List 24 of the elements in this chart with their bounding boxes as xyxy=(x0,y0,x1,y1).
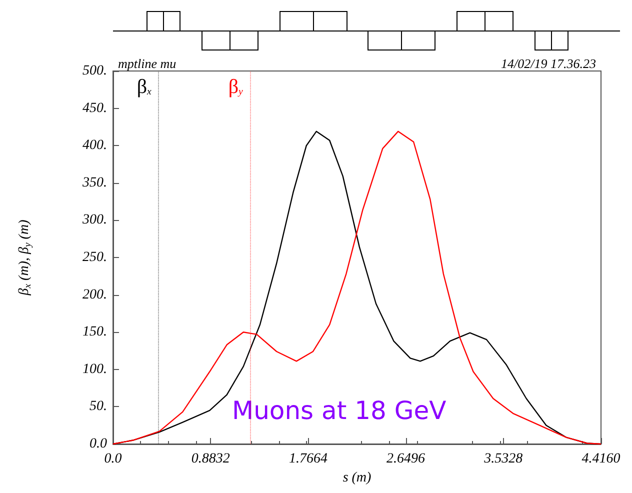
y-tick-label: 200. xyxy=(82,287,107,302)
x-axis-title: s (m) xyxy=(342,470,372,486)
y-tick-label: 400. xyxy=(82,138,107,154)
ref-line-label: βx xyxy=(136,76,152,98)
chart-title: mptline mu xyxy=(118,56,177,71)
x-tick-label: 1.7664 xyxy=(288,452,328,466)
y-tick-label: 500. xyxy=(82,64,107,78)
ref-line-label: βy xyxy=(228,76,244,98)
y-tick-label: 50. xyxy=(90,399,107,414)
y-tick-label: 450. xyxy=(82,100,107,116)
y-tick-label: 150. xyxy=(82,324,107,340)
x-tick-label: 0.8832 xyxy=(191,452,230,466)
annotation: Muons at 18 GeV xyxy=(232,396,446,425)
y-tick-label: 300. xyxy=(82,212,107,228)
y-tick-label: 0.0 xyxy=(90,436,107,452)
x-tick-label: 3.5328 xyxy=(483,452,523,466)
y-axis-title: βx (m), βy (m) xyxy=(17,219,34,296)
x-tick-label: 4.4160 xyxy=(582,452,620,466)
y-tick-label: 100. xyxy=(82,362,107,377)
x-tick-label: 2.6496 xyxy=(386,452,426,466)
y-tick-label: 250. xyxy=(82,250,107,265)
x-tick-label: 0.0 xyxy=(104,452,122,466)
y-tick-label: 350. xyxy=(82,175,107,190)
chart-subtitle: 14/02/19 17.36.23 xyxy=(501,56,596,71)
